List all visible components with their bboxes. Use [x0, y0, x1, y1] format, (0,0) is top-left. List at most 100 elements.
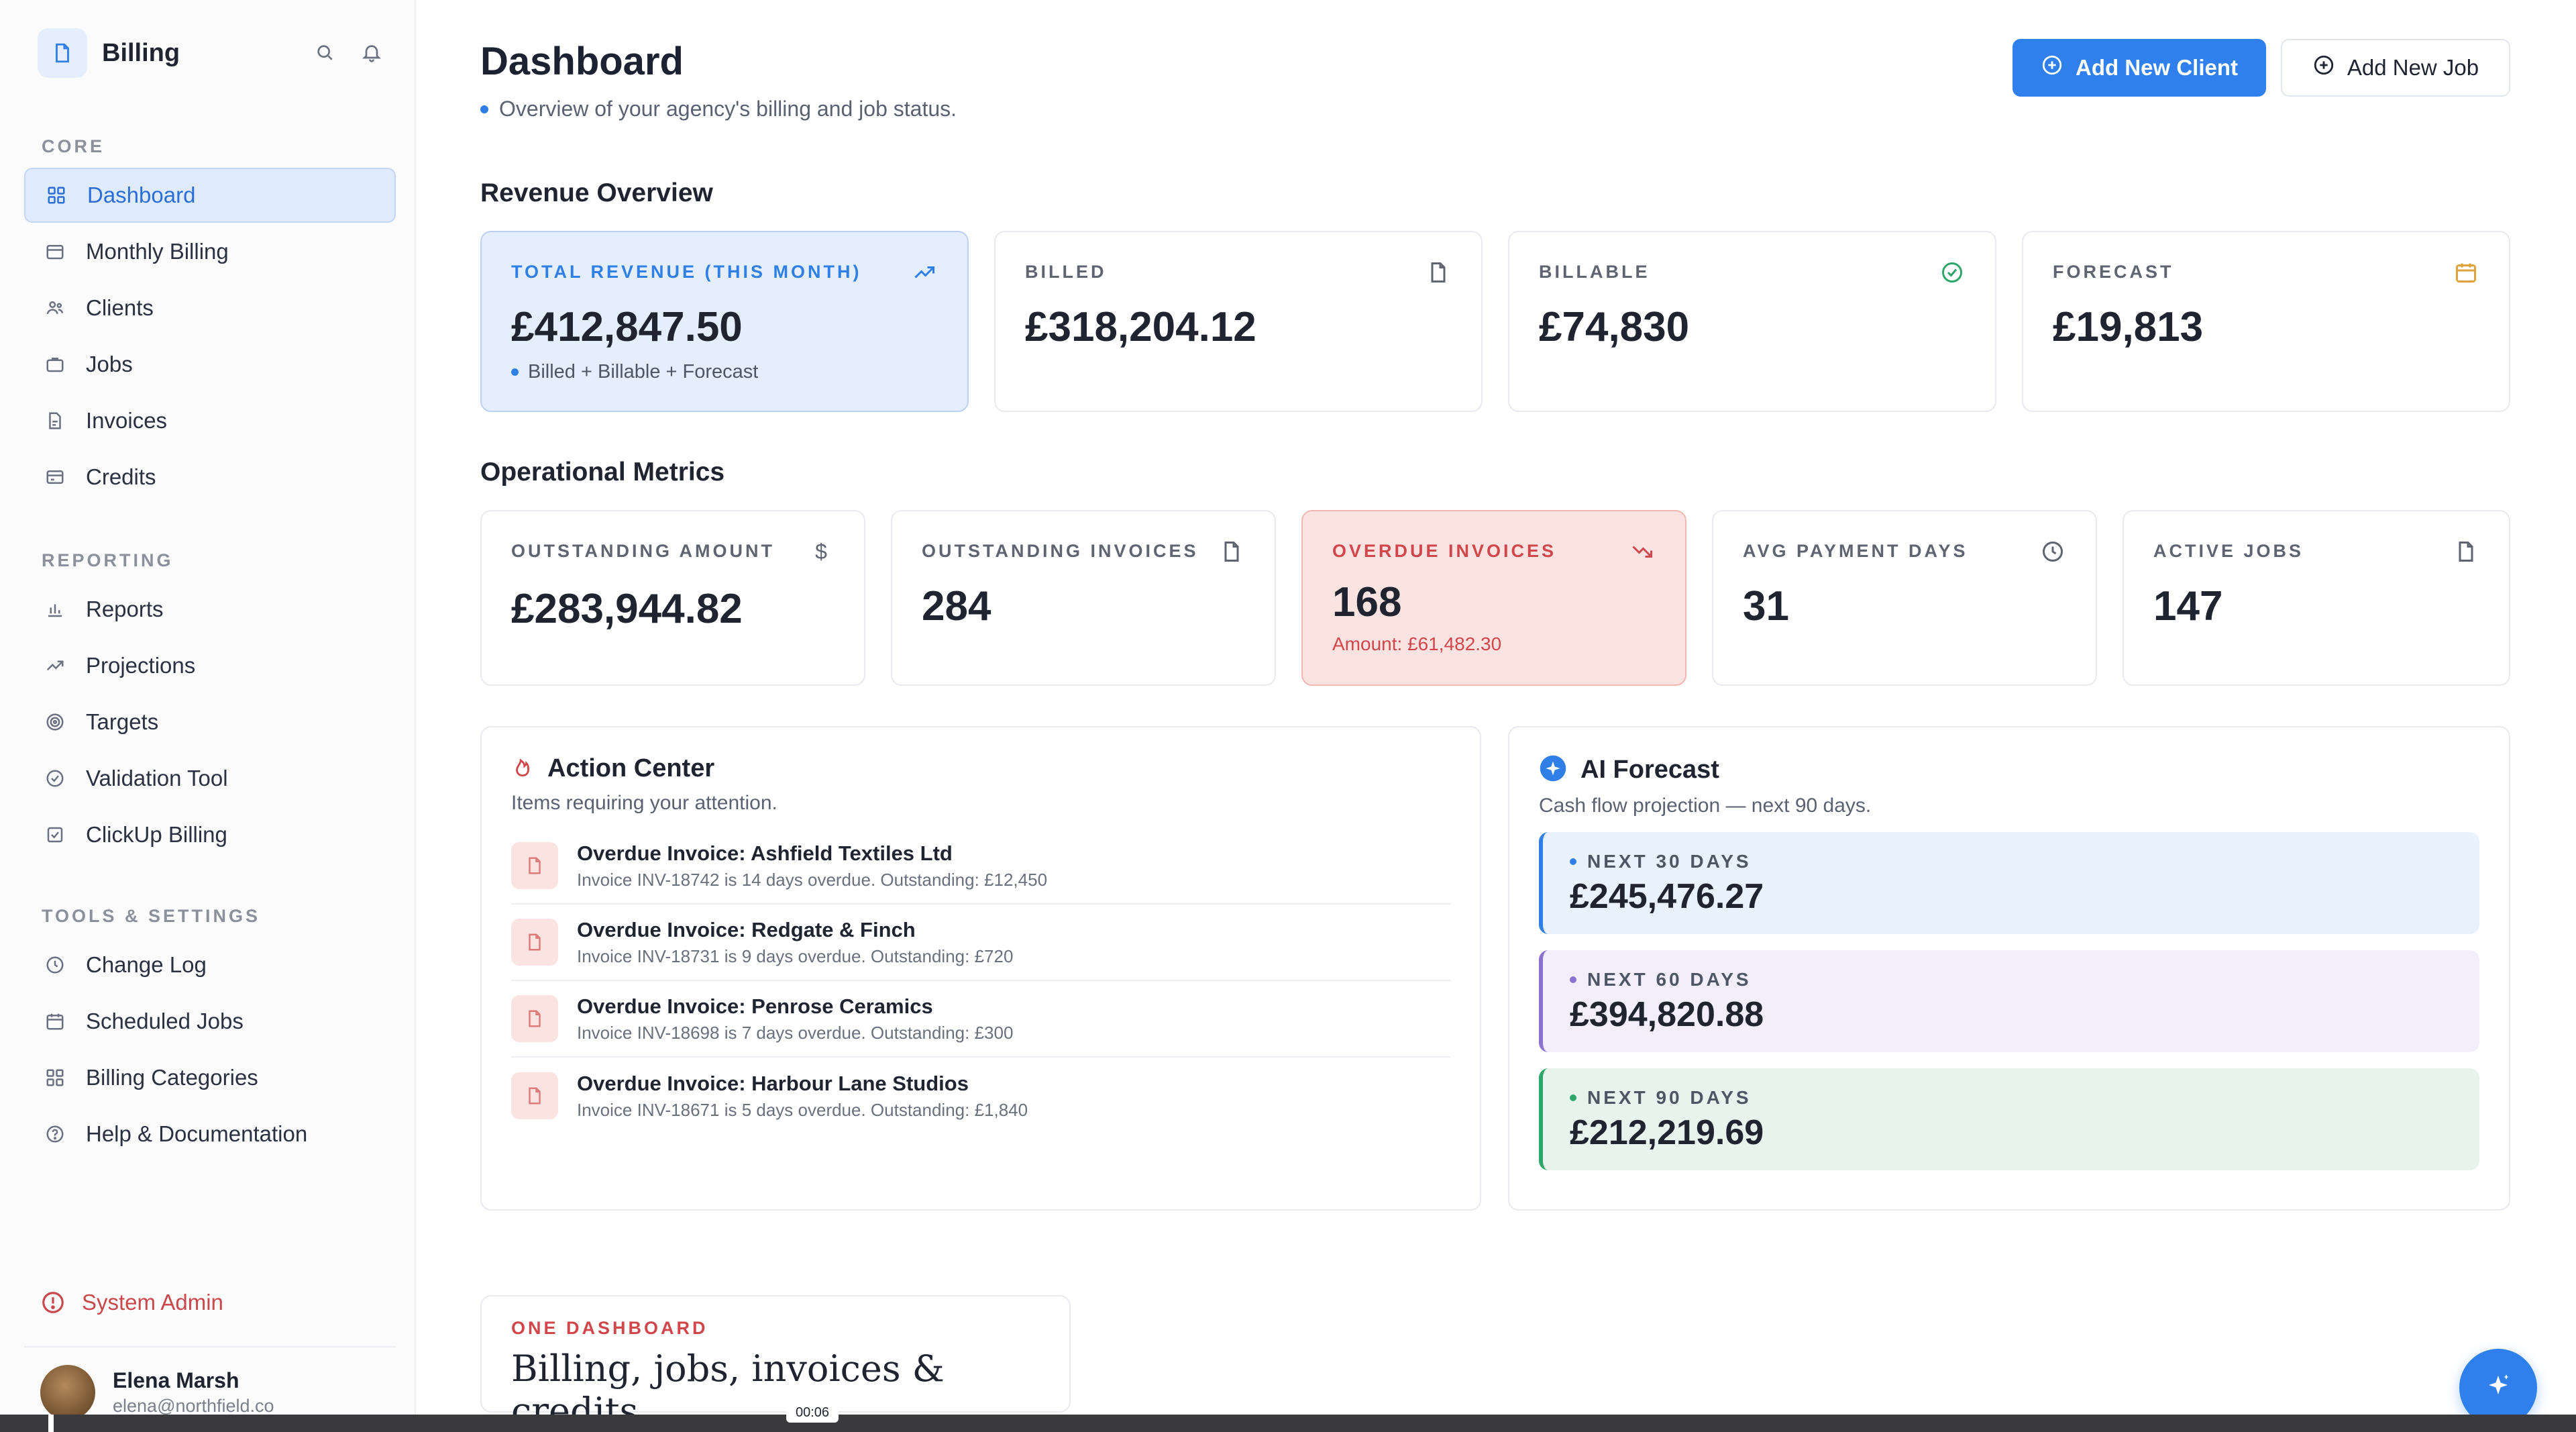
sidebar-item-label: Help & Documentation — [86, 1121, 308, 1146]
action-item-desc: Invoice INV-18742 is 14 days overdue. Ou… — [577, 869, 1048, 890]
card-note: Billed + Billable + Forecast — [511, 361, 758, 383]
shield-check-icon — [43, 766, 67, 790]
card-value: £19,813 — [2053, 304, 2204, 350]
sidebar-item-clients[interactable]: Clients — [24, 280, 396, 336]
document-icon — [1425, 259, 1452, 286]
avatar — [40, 1365, 95, 1420]
forecast-row-label: NEXT 90 DAYS — [1570, 1087, 1752, 1109]
sidebar-item-validation-tool[interactable]: Validation Tool — [24, 751, 396, 806]
sidebar-item-dashboard[interactable]: Dashboard — [24, 168, 396, 223]
users-icon — [43, 296, 67, 320]
add-new-client-button[interactable]: Add New Client — [2012, 39, 2266, 97]
card-icon — [43, 465, 67, 489]
user-profile[interactable]: Elena Marsh elena@northfield.co — [40, 1365, 274, 1420]
video-progress-bar[interactable] — [0, 1415, 2576, 1432]
card-overdue-invoices[interactable]: OVERDUE INVOICES 168 Amount: £61,482.30 — [1301, 510, 1686, 686]
sidebar-item-credits[interactable]: Credits — [24, 450, 396, 505]
action-item[interactable]: Overdue Invoice: Penrose Ceramics Invoic… — [511, 981, 1450, 1058]
card-value: 168 — [1332, 579, 1402, 625]
card-value: 31 — [1743, 583, 1789, 629]
calendar-icon — [43, 1009, 67, 1033]
bell-icon[interactable] — [360, 40, 384, 64]
card-note: Amount: £61,482.30 — [1332, 633, 1502, 654]
action-item[interactable]: Overdue Invoice: Ashfield Textiles Ltd I… — [511, 828, 1450, 905]
search-icon[interactable] — [313, 40, 337, 64]
bar-chart-icon — [43, 597, 67, 621]
main-content: Dashboard Overview of your agency's bill… — [416, 0, 2576, 1432]
sidebar-item-scheduled-jobs[interactable]: Scheduled Jobs — [24, 994, 396, 1049]
document-alert-icon — [511, 842, 558, 889]
card-billed[interactable]: BILLED £318,204.12 — [994, 231, 1483, 412]
sidebar-item-clickup-billing[interactable]: ClickUp Billing — [24, 807, 396, 862]
bullet-dot — [480, 105, 488, 113]
card-outstanding-amount[interactable]: OUTSTANDING AMOUNT $ £283,944.82 — [480, 510, 865, 686]
sidebar-item-label: ClickUp Billing — [86, 822, 227, 847]
nav-heading: CORE — [42, 136, 105, 156]
document-icon — [43, 409, 67, 433]
ai-forecast-panel: AI Forecast Cash flow projection — next … — [1508, 726, 2510, 1211]
card-label: BILLED — [1025, 262, 1107, 282]
action-center-subtitle: Items requiring your attention. — [511, 792, 777, 814]
sidebar-item-label: Monthly Billing — [86, 239, 229, 264]
sidebar-item-reports[interactable]: Reports — [24, 582, 396, 637]
dollar-icon: $ — [815, 539, 827, 564]
action-item-title: Overdue Invoice: Ashfield Textiles Ltd — [577, 841, 953, 865]
card-active-jobs[interactable]: ACTIVE JOBS 147 — [2123, 510, 2510, 686]
forecast-row-60[interactable]: NEXT 60 DAYS £394,820.88 — [1539, 950, 2479, 1052]
briefcase-icon — [43, 352, 67, 376]
card-outstanding-invoices[interactable]: OUTSTANDING INVOICES 284 — [891, 510, 1276, 686]
sidebar-item-invoices[interactable]: Invoices — [24, 393, 396, 448]
sidebar-item-help[interactable]: Help & Documentation — [24, 1107, 396, 1162]
card-forecast[interactable]: FORECAST £19,813 — [2022, 231, 2510, 412]
forecast-row-90[interactable]: NEXT 90 DAYS £212,219.69 — [1539, 1068, 2479, 1170]
brand[interactable]: Billing — [38, 27, 180, 79]
video-scrubber[interactable] — [48, 1415, 54, 1432]
action-center-header: Action Center — [511, 754, 714, 783]
bullet-dot — [1570, 1094, 1576, 1101]
sidebar-item-label: Invoices — [86, 408, 168, 433]
card-total-revenue[interactable]: TOTAL REVENUE (THIS MONTH) £412,847.50 B… — [480, 231, 969, 412]
card-billable[interactable]: BILLABLE £74,830 — [1508, 231, 1996, 412]
promo-kicker: ONE DASHBOARD — [511, 1318, 708, 1338]
sidebar-item-change-log[interactable]: Change Log — [24, 937, 396, 992]
add-new-client-label: Add New Client — [2075, 55, 2238, 80]
action-item[interactable]: Overdue Invoice: Redgate & Finch Invoice… — [511, 905, 1450, 981]
system-admin-link[interactable]: System Admin — [40, 1290, 223, 1315]
action-item-desc: Invoice INV-18671 is 5 days overdue. Out… — [577, 1099, 1028, 1120]
page-subtitle: Overview of your agency's billing and jo… — [480, 97, 957, 121]
trend-up-icon — [43, 654, 67, 678]
trend-down-icon — [1629, 538, 1656, 565]
card-label: AVG PAYMENT DAYS — [1743, 541, 1968, 561]
card-label: TOTAL REVENUE (THIS MONTH) — [511, 262, 862, 282]
action-item[interactable]: Overdue Invoice: Harbour Lane Studios In… — [511, 1058, 1450, 1134]
sidebar-item-targets[interactable]: Targets — [24, 695, 396, 750]
action-item-desc: Invoice INV-18731 is 9 days overdue. Out… — [577, 945, 1014, 966]
add-new-job-button[interactable]: Add New Job — [2281, 39, 2510, 97]
ai-forecast-header: AI Forecast — [1539, 754, 1719, 786]
sidebar-item-projections[interactable]: Projections — [24, 638, 396, 693]
target-icon — [43, 710, 67, 734]
card-avg-payment-days[interactable]: AVG PAYMENT DAYS 31 — [1712, 510, 2097, 686]
card-label: ACTIVE JOBS — [2153, 541, 2304, 561]
sidebar-item-label: Billing Categories — [86, 1065, 258, 1090]
help-icon — [43, 1122, 67, 1146]
sparkle-icon — [2482, 1370, 2514, 1406]
sidebar-item-jobs[interactable]: Jobs — [24, 337, 396, 392]
grid-icon — [44, 183, 68, 207]
forecast-row-30[interactable]: NEXT 30 DAYS £245,476.27 — [1539, 832, 2479, 934]
sidebar-item-monthly-billing[interactable]: Monthly Billing — [24, 224, 396, 279]
checkbox-icon — [43, 823, 67, 847]
user-info: Elena Marsh elena@northfield.co — [113, 1368, 274, 1417]
action-item-text: Overdue Invoice: Penrose Ceramics Invoic… — [577, 994, 1013, 1043]
video-time: 00:06 — [786, 1402, 839, 1423]
assistant-fab-button[interactable] — [2459, 1349, 2537, 1427]
clock-icon — [43, 953, 67, 977]
document-logo-icon — [38, 28, 87, 78]
card-label: BILLABLE — [1539, 262, 1650, 282]
sidebar-item-billing-categories[interactable]: Billing Categories — [24, 1050, 396, 1105]
action-item-desc: Invoice INV-18698 is 7 days overdue. Out… — [577, 1022, 1014, 1043]
forecast-row-value: £212,219.69 — [1570, 1113, 1764, 1152]
document-icon — [2453, 538, 2479, 565]
document-alert-icon — [511, 1072, 558, 1119]
card-label: FORECAST — [2053, 262, 2174, 282]
